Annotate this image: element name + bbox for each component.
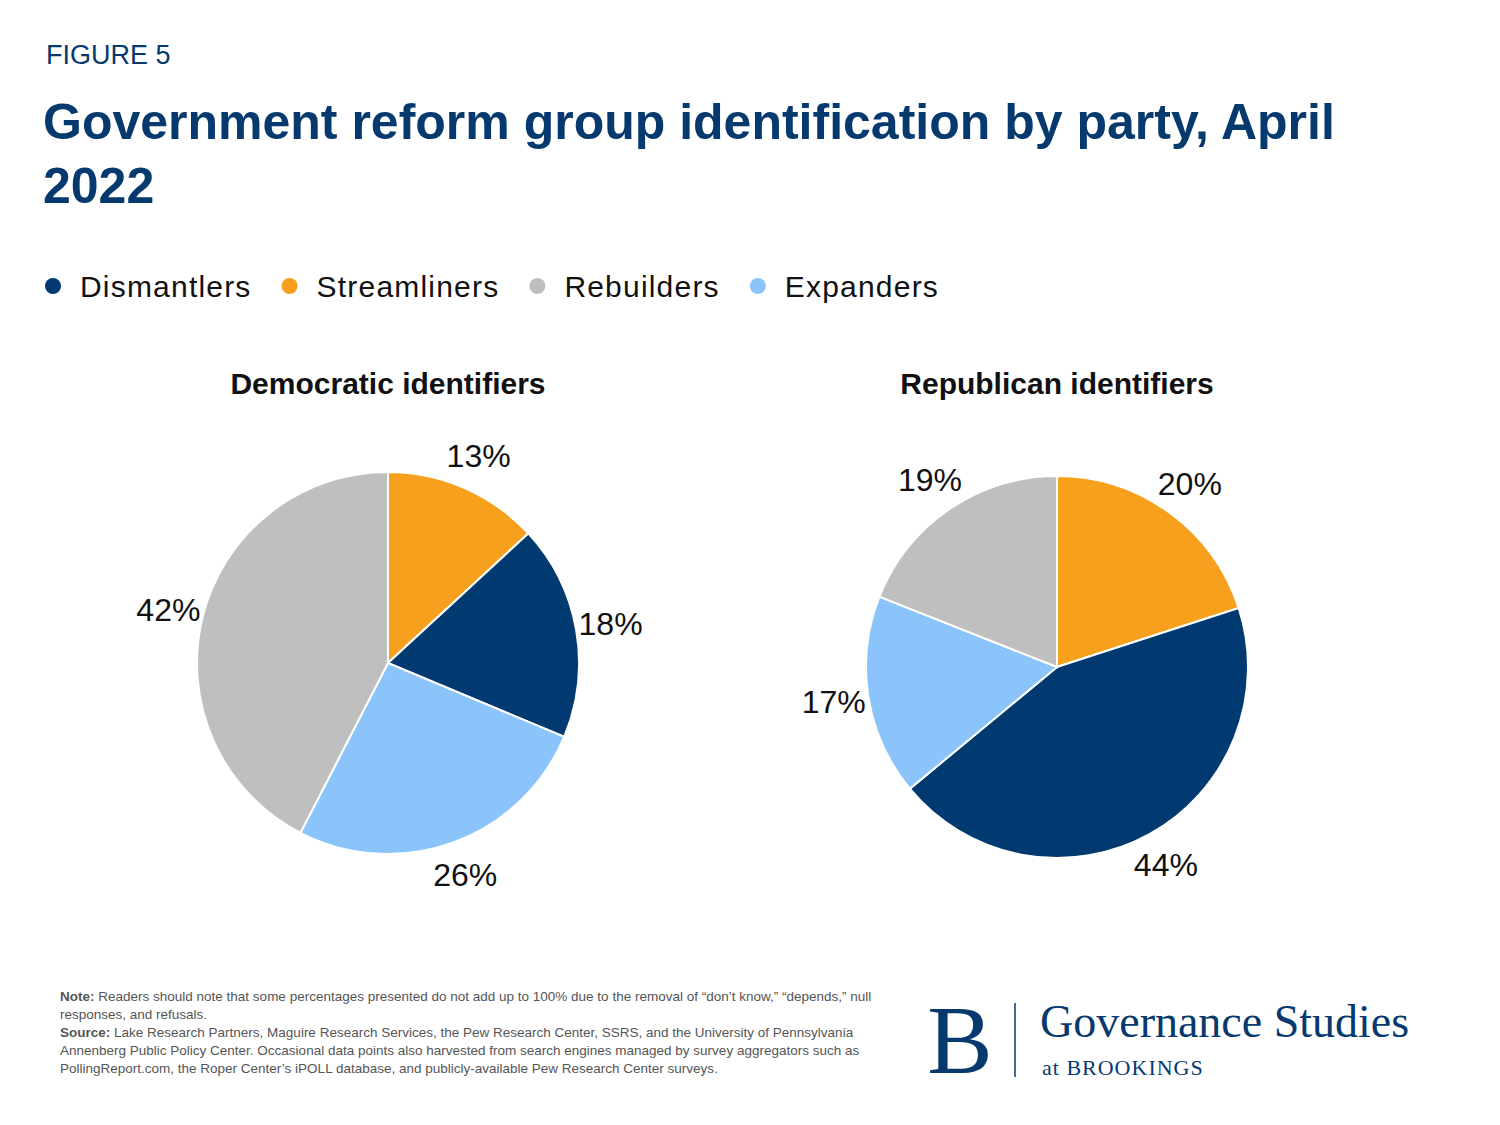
data-labels: 13% 18% 26% 42% [136,438,642,893]
slices [866,476,1248,858]
brand-org: at BROOKINGS [1042,1055,1204,1080]
legend-item: Dismantlers [45,270,252,303]
chart-title: Democratic identifiers [230,367,545,400]
data-label: 13% [447,438,511,474]
legend-swatch [529,278,545,294]
data-labels: 20% 44% 17% 19% [802,462,1222,883]
legend-swatch [45,278,61,294]
chart-canvas: Dismantlers Streamliners Rebuilders Expande… [0,0,1500,1125]
figure-label: FIGURE 5 [46,40,171,71]
data-label: 18% [579,606,643,642]
legend-label: Dismantlers [80,270,252,303]
chart-title: Republican identifiers [900,367,1213,400]
legend-item: Streamliners [282,270,500,303]
brand-name: Governance Studies [1040,996,1409,1047]
legend-item: Expanders [750,270,939,303]
figure: Dismantlers Streamliners Rebuilders Expande… [0,0,1500,1125]
pie-slice [879,476,1057,667]
legend-label: Streamliners [317,270,500,303]
legend-item: Rebuilders [529,270,719,303]
footnote: Note: Readers should note that some perc… [60,988,900,1078]
legend-swatch [282,278,298,294]
branding: B Governance Studies at BROOKINGS [927,986,1409,1094]
title: Government reform group identification b… [43,90,1343,218]
brand-mark: B [927,986,992,1094]
data-label: 20% [1158,466,1222,502]
legend: Dismantlers Streamliners Rebuilders Expande… [45,270,939,303]
legend-swatch [750,278,766,294]
pie-chart: 13% 18% 26% 42% [136,438,642,893]
source-label: Source: [60,1025,110,1040]
source: Source: Lake Research Partners, Maguire … [60,1024,900,1078]
data-label: 42% [136,592,200,628]
data-label: 17% [802,684,866,720]
data-label: 44% [1134,847,1198,883]
legend-label: Rebuilders [564,270,719,303]
brand-divider [1014,1003,1016,1077]
note-label: Note: [60,989,95,1004]
data-label: 19% [898,462,962,498]
note-text: Readers should note that some percentage… [60,989,871,1022]
source-text: Lake Research Partners, Maguire Research… [60,1025,859,1076]
slices [197,472,579,854]
note: Note: Readers should note that some perc… [60,988,900,1024]
pie-slice [197,472,388,833]
pie-chart: 20% 44% 17% 19% [802,462,1248,883]
data-label: 26% [433,857,497,893]
legend-label: Expanders [785,270,939,303]
